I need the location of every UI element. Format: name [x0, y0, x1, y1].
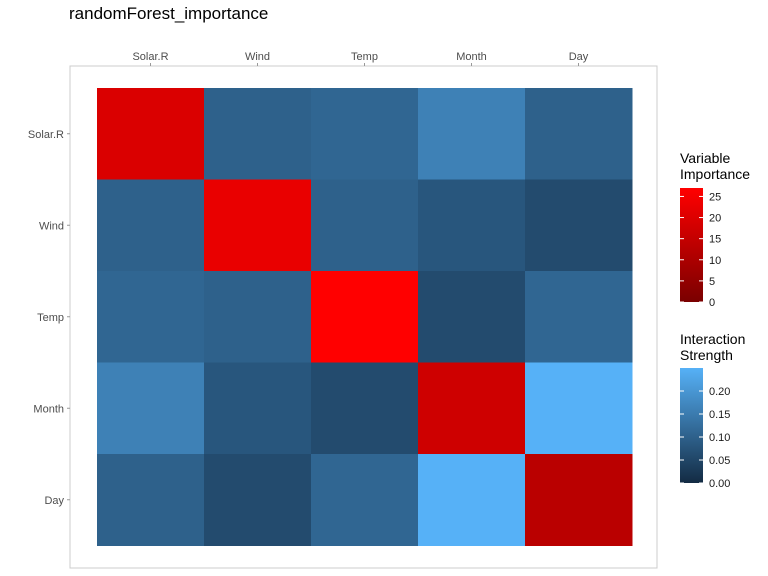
heatmap-cell-Solar.R-Wind [204, 88, 312, 180]
y-tick-label: Temp [37, 312, 64, 324]
heatmap-cell-Temp-Month [418, 271, 526, 363]
importance-legend-colorbar [680, 188, 703, 302]
heatmap-cell-Day-Solar.R [97, 454, 205, 546]
interaction-legend-title-line: Interaction [680, 331, 745, 347]
importance-legend-title-line: Variable [680, 150, 731, 166]
heatmap-cell-Wind-Temp [311, 179, 419, 272]
heatmap-cell-Month-Day [525, 362, 633, 455]
heatmap-cell-Temp-Wind [204, 271, 312, 363]
x-tick-label: Day [569, 51, 589, 63]
interaction-legend-title-line: Strength [680, 347, 733, 363]
interaction-legend-tick-label: 0.20 [709, 386, 730, 398]
heatmap-cell-Temp-Temp [311, 271, 419, 363]
heatmap-cell-Wind-Wind [204, 179, 312, 272]
heatmap-cell-Day-Wind [204, 454, 312, 546]
heatmap-cell-Day-Day [525, 454, 633, 546]
heatmap-cell-Day-Month [418, 454, 526, 546]
importance-legend-tick-label: 5 [709, 276, 715, 288]
heatmap-cell-Temp-Day [525, 271, 633, 363]
x-tick-label: Temp [351, 51, 378, 63]
heatmap-cell-Wind-Day [525, 179, 633, 272]
x-tick-label: Wind [245, 51, 270, 63]
x-tick-label: Solar.R [132, 51, 168, 63]
y-tick-label: Day [44, 495, 64, 507]
heatmap-cell-Month-Solar.R [97, 362, 205, 455]
interaction-legend-tick-label: 0.15 [709, 409, 730, 421]
importance-legend-tick-label: 0 [709, 297, 715, 309]
y-tick-label: Solar.R [28, 129, 64, 141]
heatmap-cell-Solar.R-Month [418, 88, 526, 180]
chart-title: randomForest_importance [69, 4, 269, 23]
importance-legend-tick-label: 20 [709, 213, 721, 225]
importance-legend-tick-label: 15 [709, 234, 721, 246]
y-axis: Solar.R Wind Temp Month Day [28, 129, 70, 507]
heatmap-cell-Day-Temp [311, 454, 419, 546]
interaction-legend-colorbar [680, 368, 703, 483]
y-tick-label: Month [33, 403, 64, 415]
importance-legend-tick-label: 25 [709, 191, 721, 203]
heatmap-cells [97, 88, 633, 546]
importance-legend-tick-label: 10 [709, 255, 721, 267]
x-tick-label: Month [456, 51, 487, 63]
y-tick-label: Wind [39, 220, 64, 232]
heatmap-cell-Solar.R-Solar.R [97, 88, 205, 180]
interaction-legend-tick-label: 0.10 [709, 432, 730, 444]
heatmap-cell-Temp-Solar.R [97, 271, 205, 363]
heatmap-cell-Solar.R-Day [525, 88, 633, 180]
heatmap-cell-Month-Month [418, 362, 526, 455]
interaction-legend-tick-label: 0.00 [709, 478, 730, 490]
heatmap-cell-Wind-Month [418, 179, 526, 272]
heatmap-cell-Wind-Solar.R [97, 179, 205, 272]
heatmap-cell-Solar.R-Temp [311, 88, 419, 180]
interaction-legend-tick-label: 0.05 [709, 455, 730, 467]
heatmap-cell-Month-Wind [204, 362, 312, 455]
heatmap-cell-Month-Temp [311, 362, 419, 455]
x-axis: Solar.R Wind Temp Month Day [132, 51, 589, 66]
importance-legend-title-line: Importance [680, 166, 750, 182]
